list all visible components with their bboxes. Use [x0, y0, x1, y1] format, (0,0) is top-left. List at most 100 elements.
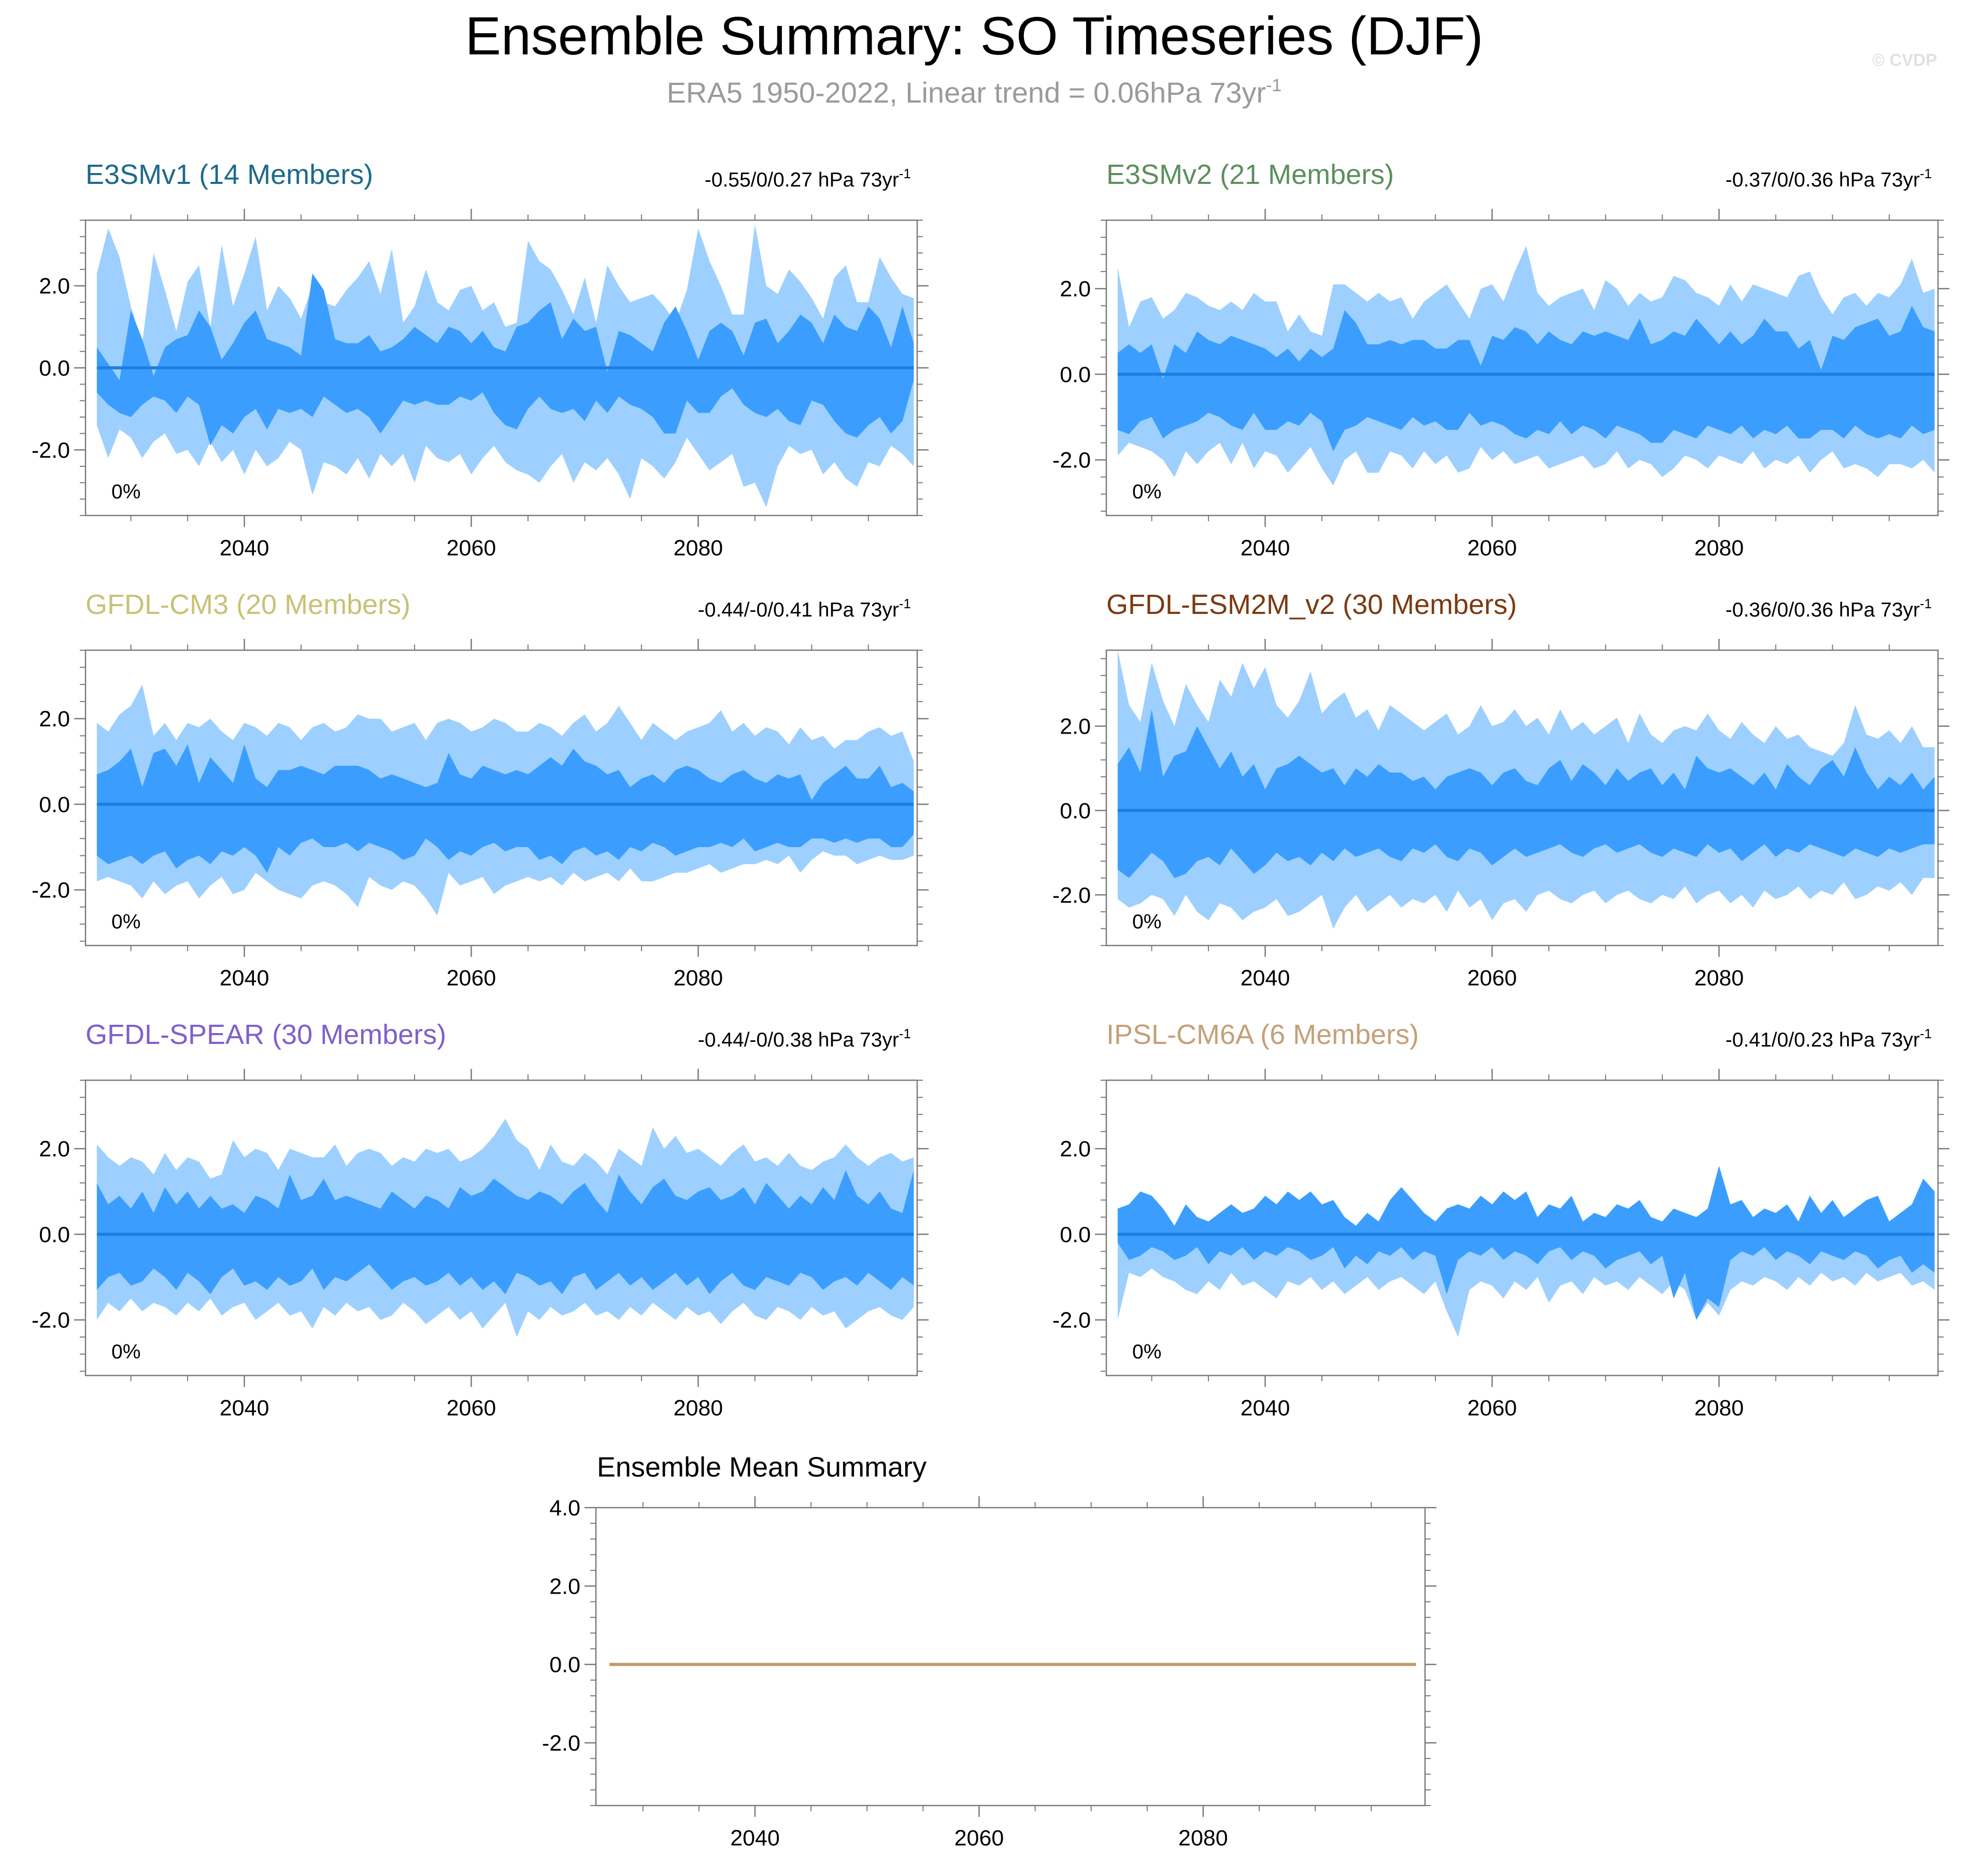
trend-range-sup: -1: [899, 1026, 911, 1041]
x-tick-label: 2060: [954, 1826, 1004, 1851]
plot-frame: [1105, 1079, 1939, 1377]
trend-range-text: -0.55/0/0.27 hPa 73yr: [705, 169, 899, 191]
cvdp-credit: © CVDP: [1872, 50, 1937, 69]
plot-frame: [1105, 649, 1939, 947]
plot-frame: [595, 1507, 1426, 1807]
x-tick-label: 2080: [1694, 966, 1744, 991]
trend-range-label: -0.44/-0/0.38 hPa 73yr-1: [698, 1026, 911, 1051]
plot-frame: [1105, 219, 1939, 517]
x-tick-label: 2040: [730, 1826, 780, 1851]
y-tick-label: 0.0: [39, 1222, 70, 1247]
y-tick-label: 2.0: [1060, 1137, 1091, 1162]
x-tick-label: 2040: [1241, 966, 1290, 991]
y-tick-label: 2.0: [1060, 714, 1091, 739]
y-tick-label: 0.0: [39, 356, 70, 381]
plot-area: [96, 224, 914, 508]
trend-range-sup: -1: [899, 166, 911, 181]
figure-subtitle-sup: -1: [1266, 76, 1281, 95]
plot-area: [1117, 650, 1935, 929]
y-tick-label: 2.0: [39, 274, 70, 299]
trend-range-text: -0.41/0/0.23 hPa 73yr: [1726, 1029, 1920, 1051]
inner-spread-band: [1117, 1166, 1935, 1320]
panel-title: GFDL-CM3 (20 Members): [86, 589, 410, 620]
trend-range-sup: -1: [899, 596, 911, 611]
plot-frame: [84, 1079, 918, 1377]
percent-label: 0%: [111, 911, 140, 933]
y-tick-label: -2.0: [1052, 448, 1091, 473]
trend-range-text: -0.37/0/0.36 hPa 73yr: [1726, 169, 1920, 191]
trend-range-label: -0.36/0/0.36 hPa 73yr-1: [1726, 596, 1932, 621]
trend-range-label: -0.55/0/0.27 hPa 73yr-1: [705, 166, 911, 191]
x-tick-label: 2040: [220, 536, 269, 561]
x-tick-label: 2040: [220, 1396, 269, 1421]
ensemble-panel-2: 2.0 0.0 -2.0 2040 2060 2080 E3SMv2 (21 Members…: [1052, 159, 1949, 561]
x-tick-label: 2080: [674, 536, 723, 561]
trend-range-sup: -1: [1920, 1026, 1932, 1041]
ensemble-panel-6: 2.0 0.0 -2.0 2040 2060 2080 IPSL-CM6A (6 Membe…: [1052, 1019, 1949, 1421]
y-tick-label: -2.0: [1052, 1308, 1091, 1333]
x-tick-label: 2060: [1468, 1396, 1517, 1421]
x-tick-label: 2060: [447, 536, 496, 561]
figure-subtitle-text: ERA5 1950-2022, Linear trend = 0.06hPa 7…: [667, 76, 1266, 109]
panel-title: E3SMv2 (21 Members): [1106, 159, 1394, 190]
panel-title: IPSL-CM6A (6 Members): [1106, 1019, 1419, 1050]
trend-range-text: -0.44/-0/0.41 hPa 73yr: [698, 599, 899, 621]
inner-spread-band: [1117, 306, 1935, 452]
percent-label: 0%: [1132, 481, 1161, 503]
ensemble-mean-summary-panel: 4.0 2.0 0.0 -2.0 2040 2060 2080 Ensemble Mean S…: [542, 1452, 1436, 1851]
y-tick-label: 2.0: [549, 1574, 580, 1599]
y-tick-label: 0.0: [1060, 362, 1091, 387]
x-tick-label: 2080: [1694, 1396, 1744, 1421]
x-tick-label: 2060: [1468, 966, 1517, 991]
ensemble-panel-3: 2.0 0.0 -2.0 2040 2060 2080 GFDL-CM3 (20 Membe…: [32, 589, 929, 991]
x-tick-label: 2040: [220, 966, 269, 991]
percent-label: 0%: [1132, 911, 1161, 933]
trend-range-label: -0.37/0/0.36 hPa 73yr-1: [1726, 166, 1932, 191]
figure-title: Ensemble Summary: SO Timeseries (DJF): [465, 6, 1484, 66]
y-tick-label: 0.0: [1060, 798, 1091, 823]
inner-spread-band: [96, 1170, 914, 1294]
panel-title: E3SMv1 (14 Members): [86, 159, 373, 190]
ensemble-panel-1: 2.0 0.0 -2.0 2040 2060 2080 E3SMv1 (14 Members…: [32, 159, 929, 561]
y-tick-label: -2.0: [1052, 883, 1091, 908]
x-tick-label: 2040: [1241, 536, 1290, 561]
mean-summary-title: Ensemble Mean Summary: [597, 1452, 927, 1483]
inner-spread-band: [96, 273, 914, 446]
y-tick-label: 2.0: [39, 707, 70, 732]
y-tick-label: 0.0: [39, 792, 70, 817]
percent-label: 0%: [111, 1341, 140, 1363]
ensemble-panel-4: 2.0 0.0 -2.0 2040 2060 2080 GFDL-ESM2M_v2 (30 …: [1052, 589, 1949, 991]
x-tick-label: 2080: [1694, 536, 1744, 561]
plot-area: [1117, 1166, 1935, 1337]
y-tick-label: 0.0: [1060, 1222, 1091, 1247]
trend-range-sup: -1: [1920, 596, 1932, 611]
inner-spread-band: [96, 744, 914, 873]
panel-title: GFDL-SPEAR (30 Members): [86, 1019, 446, 1050]
x-tick-label: 2060: [447, 966, 496, 991]
y-tick-label: -2.0: [32, 1308, 70, 1333]
plot-frame: [84, 649, 918, 947]
y-tick-label: 0.0: [549, 1653, 580, 1678]
trend-range-sup: -1: [1920, 166, 1932, 181]
percent-label: 0%: [111, 481, 140, 503]
x-tick-label: 2040: [1241, 1396, 1290, 1421]
y-tick-label: 2.0: [1060, 277, 1091, 302]
panels-group: 2.0 0.0 -2.0 2040 2060 2080 E3SMv1 (14 Members…: [32, 159, 1949, 1851]
percent-label: 0%: [1132, 1341, 1161, 1363]
x-tick-label: 2080: [674, 966, 723, 991]
panel-title: GFDL-ESM2M_v2 (30 Members): [1106, 589, 1517, 620]
y-tick-label: -2.0: [32, 878, 70, 903]
x-tick-label: 2080: [674, 1396, 723, 1421]
x-tick-label: 2060: [1468, 536, 1517, 561]
y-tick-label: 2.0: [39, 1137, 70, 1162]
ensemble-panel-5: 2.0 0.0 -2.0 2040 2060 2080 GFDL-SPEAR (30 Mem…: [32, 1019, 929, 1421]
y-tick-label: -2.0: [542, 1731, 580, 1756]
inner-spread-band: [1117, 709, 1935, 878]
x-tick-label: 2080: [1178, 1826, 1228, 1851]
y-tick-label: -2.0: [32, 438, 70, 463]
plot-area: [96, 1119, 914, 1337]
plot-area: [1117, 246, 1935, 486]
trend-range-text: -0.36/0/0.36 hPa 73yr: [1726, 599, 1920, 621]
figure-subtitle: ERA5 1950-2022, Linear trend = 0.06hPa 7…: [667, 76, 1282, 109]
